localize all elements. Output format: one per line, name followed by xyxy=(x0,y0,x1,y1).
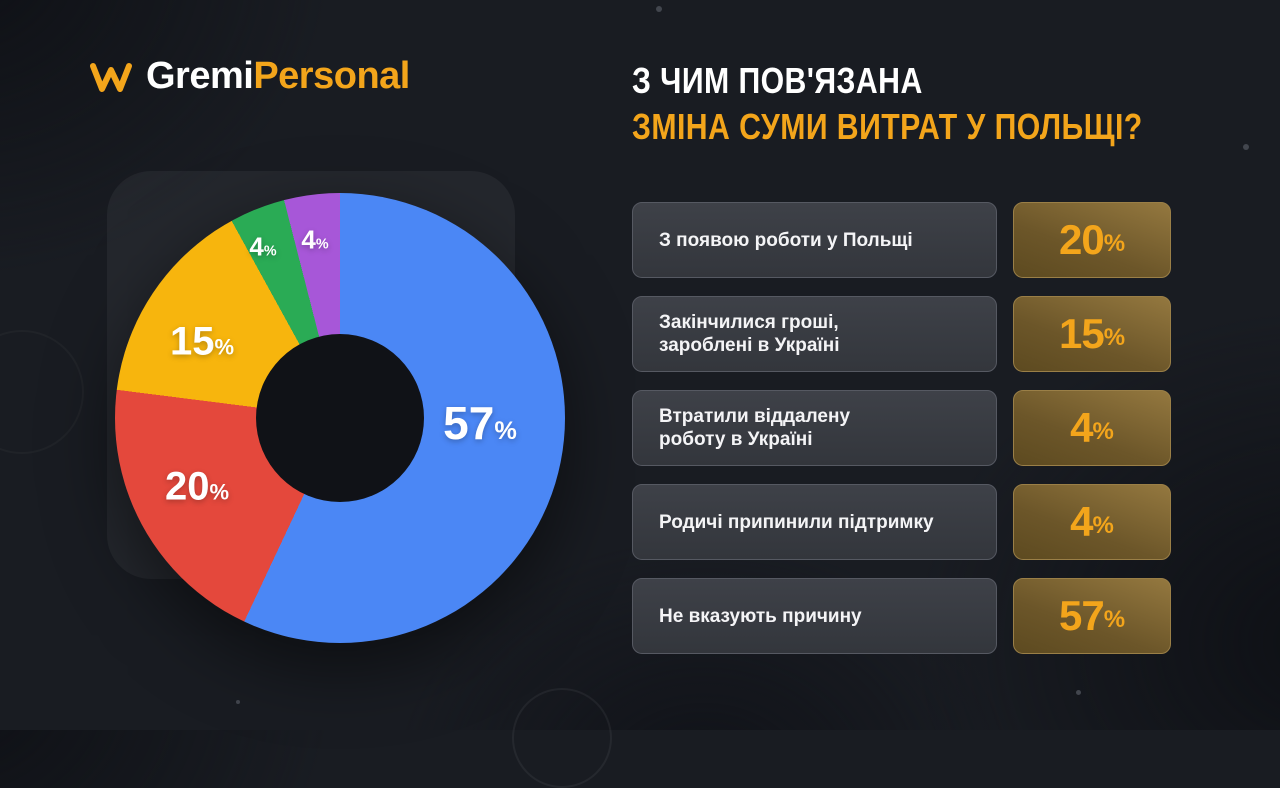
background-dot xyxy=(656,6,662,12)
gremi-logo-icon xyxy=(90,62,132,92)
logo-text: GremiPersonal xyxy=(146,55,410,98)
answer-value: 4% xyxy=(1013,390,1171,466)
pie-label-value: 4 xyxy=(249,231,264,262)
percent-sign: % xyxy=(1103,606,1126,633)
pie-label-purple: 4% xyxy=(301,225,328,256)
percent-sign: % xyxy=(1103,230,1126,257)
answer-value: 4% xyxy=(1013,484,1171,560)
answer-label: Родичі припинили підтримку xyxy=(632,484,997,560)
background-dot xyxy=(1076,690,1081,695)
percent-sign: % xyxy=(1103,324,1126,351)
answer-percent: 4 xyxy=(1070,404,1093,451)
answer-row: Родичі припинили підтримку 4% xyxy=(632,484,1171,560)
answer-value: 15% xyxy=(1013,296,1171,372)
answer-row: З появою роботи у Польщі 20% xyxy=(632,202,1171,278)
title-line-2: ЗМІНА СУМИ ВИТРАТ У ПОЛЬЩІ? xyxy=(632,106,1143,147)
percent-sign: % xyxy=(494,417,517,445)
answers-list: З появою роботи у Польщі 20% Закінчилися… xyxy=(632,202,1171,654)
logo-text-second: Personal xyxy=(253,55,410,97)
logo-text-first: Gremi xyxy=(146,55,254,97)
donut-chart-hole xyxy=(256,334,424,502)
background-ring xyxy=(0,330,84,454)
gremi-personal-logo: GremiPersonal xyxy=(88,55,410,98)
answer-row: Не вказують причину 57% xyxy=(632,578,1171,654)
background-ring xyxy=(512,688,612,788)
percent-sign: % xyxy=(263,243,277,260)
pie-label-red: 20% xyxy=(165,465,229,510)
percent-sign: % xyxy=(214,334,235,360)
answer-label: З появою роботи у Польщі xyxy=(632,202,997,278)
answer-percent: 57 xyxy=(1058,592,1105,639)
title-line-1: З ЧИМ ПОВ'ЯЗАНА xyxy=(632,60,923,101)
infographic-page: GremiPersonal З ЧИМ ПОВ'ЯЗАНА ЗМІНА СУМИ… xyxy=(0,6,1249,788)
answer-percent: 4 xyxy=(1070,498,1093,545)
pie-label-value: 15 xyxy=(169,319,215,364)
percent-sign: % xyxy=(209,479,230,505)
answer-row: Закінчилися гроші, зароблені в Україні 1… xyxy=(632,296,1171,372)
pie-label-value: 20 xyxy=(164,464,210,509)
answer-row: Втратили віддалену роботу в Україні 4% xyxy=(632,390,1171,466)
background-dot xyxy=(236,700,240,704)
answer-label: Не вказують причину xyxy=(632,578,997,654)
page-title: З ЧИМ ПОВ'ЯЗАНА ЗМІНА СУМИ ВИТРАТ У ПОЛЬ… xyxy=(632,58,1240,150)
pie-label-value: 4 xyxy=(301,224,316,255)
percent-sign: % xyxy=(315,236,329,253)
answer-label: Втратили віддалену роботу в Україні xyxy=(632,390,997,466)
answer-percent: 15 xyxy=(1058,310,1105,357)
answer-value: 20% xyxy=(1013,202,1171,278)
percent-sign: % xyxy=(1092,512,1114,539)
percent-sign: % xyxy=(1092,418,1114,445)
background-dot xyxy=(1243,144,1249,150)
pie-label-green: 4% xyxy=(249,232,276,263)
pie-label-yellow: 15% xyxy=(170,320,234,365)
pie-label-value: 57 xyxy=(443,397,495,449)
pie-label-blue: 57% xyxy=(443,396,517,450)
answer-value: 57% xyxy=(1013,578,1171,654)
answer-percent: 20 xyxy=(1058,216,1105,263)
donut-chart: 57% 20% 15% 4% 4% xyxy=(107,171,565,643)
answer-label: Закінчилися гроші, зароблені в Україні xyxy=(632,296,997,372)
